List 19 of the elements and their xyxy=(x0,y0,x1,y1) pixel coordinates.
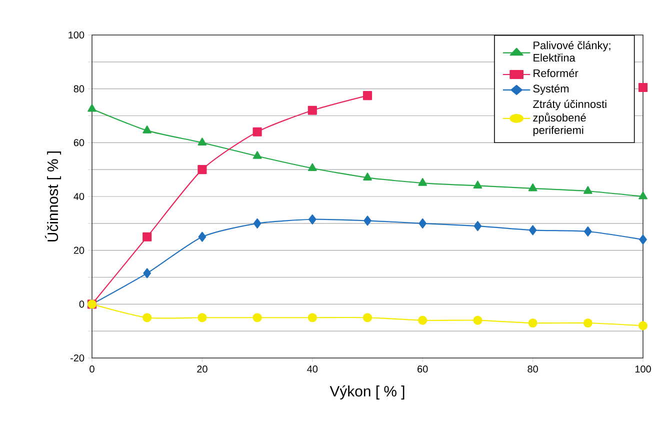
y-tick-label: 0 xyxy=(79,300,84,308)
y-tick-label: -20 xyxy=(70,354,84,362)
x-tick-label: 40 xyxy=(307,366,318,373)
legend-label: Palivové články; Elektřina xyxy=(534,41,610,62)
y-tick-label: 20 xyxy=(74,246,84,254)
y-tick-label: 40 xyxy=(74,192,84,200)
legend-label: Reformér xyxy=(534,68,578,78)
y-axis-title: Účinnost [ % ] xyxy=(44,151,62,242)
y-tick-label: 80 xyxy=(74,85,84,92)
legend-label: Ztráty účinnosti způsobené periferiemi xyxy=(533,100,606,136)
y-tick-label: 100 xyxy=(68,31,84,39)
x-axis-title: Výkon [ % ] xyxy=(330,385,404,400)
x-tick-label: 60 xyxy=(418,366,428,373)
x-tick-label: 0 xyxy=(90,366,94,373)
y-tick-label: 60 xyxy=(74,139,84,146)
x-tick-label: 100 xyxy=(635,366,651,373)
x-tick-label: 80 xyxy=(528,366,538,373)
legend-label: Systém xyxy=(533,84,569,95)
x-tick-label: 20 xyxy=(197,366,208,373)
